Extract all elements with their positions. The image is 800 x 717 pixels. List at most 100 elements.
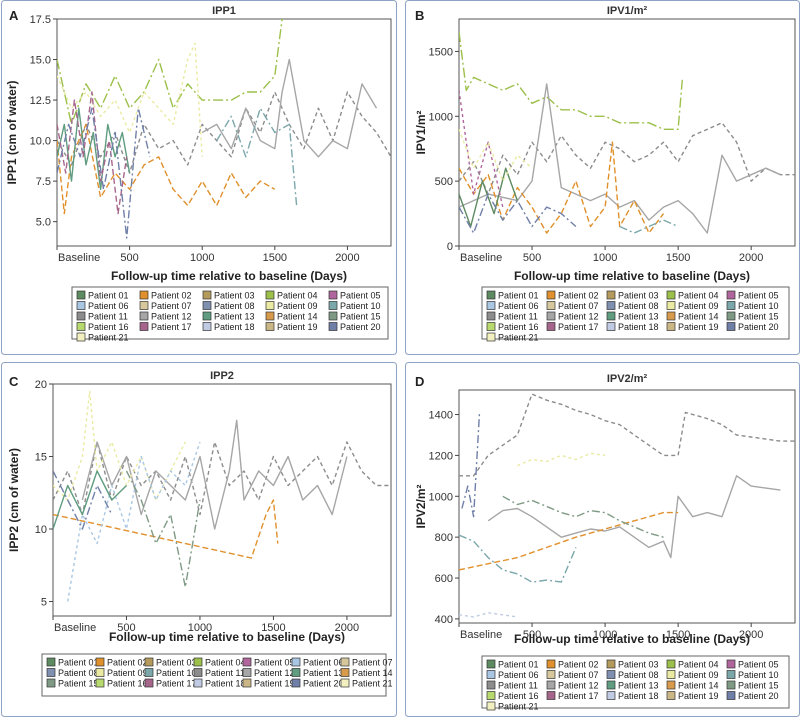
legend-swatch: [546, 290, 556, 300]
y-tick-label: 600: [435, 573, 453, 585]
x-tick-label: Baseline: [54, 622, 96, 634]
legend-label: Patient 16: [107, 679, 148, 689]
legend-label: Patient 18: [214, 322, 255, 332]
series-line-patient-09: [459, 129, 533, 182]
legend-swatch: [144, 657, 154, 667]
legend-swatch: [666, 691, 676, 700]
legend-swatch: [46, 678, 56, 688]
panel-letter: B: [415, 8, 424, 23]
legend-label: Patient 09: [277, 301, 318, 311]
legend-swatch: [486, 290, 496, 300]
legend-swatch: [328, 290, 338, 300]
x-tick-label: 1500: [666, 252, 690, 264]
series-line-patient-20: [459, 193, 577, 234]
legend-label: Patient 04: [277, 291, 318, 301]
legend-label: Patient 03: [156, 658, 197, 668]
y-tick-label: 12.5: [30, 95, 51, 107]
series-line-patient-04: [57, 19, 283, 126]
legend-swatch: [291, 668, 301, 677]
legend-label: Patient 06: [498, 670, 539, 680]
legend-label: Patient 12: [151, 312, 192, 322]
legend-label: Patient 07: [151, 301, 192, 311]
legend-swatch: [486, 701, 496, 711]
x-tick-label: 2000: [335, 622, 359, 634]
y-axis-label: IPV1/m²: [414, 110, 428, 154]
x-tick-label: 2000: [335, 252, 359, 264]
legend-swatch: [546, 670, 556, 679]
legend-swatch: [202, 311, 212, 321]
legend-label: Patient 12: [254, 668, 295, 678]
legend-swatch: [486, 311, 496, 321]
legend-label: Patient 10: [340, 301, 381, 311]
legend-swatch: [95, 668, 105, 677]
panel-letter: C: [9, 374, 19, 389]
legend-label: Patient 10: [738, 301, 779, 311]
legend-label: Patient 06: [88, 301, 129, 311]
legend-label: Patient 18: [618, 691, 659, 701]
legend-label: Patient 15: [340, 312, 381, 322]
legend-swatch: [546, 680, 556, 690]
x-axis-label: Follow-up time relative to baseline (Day…: [514, 269, 750, 283]
legend-label: Patient 21: [498, 702, 539, 712]
legend-swatch: [242, 657, 252, 667]
chart-title: IPV1/m²: [607, 5, 648, 17]
y-tick-label: 1400: [429, 410, 453, 422]
legend-label: Patient 04: [678, 291, 719, 301]
legend-swatch: [242, 678, 252, 688]
y-tick-label: 15.0: [30, 55, 51, 67]
legend-label: Patient 09: [107, 668, 148, 678]
legend-label: Patient 11: [498, 681, 538, 691]
legend-swatch: [726, 290, 736, 300]
legend-label: Patient 21: [498, 333, 539, 343]
y-axis-label: IPP2 (cm of water): [7, 448, 21, 552]
y-tick-label: 1000: [429, 491, 453, 503]
legend-swatch: [666, 301, 676, 310]
chart-panel-c: C IPP2 Baseline 500 1000 1500 2000 5 10 15 20 Follo…: [1, 362, 397, 717]
legend-label: Patient 02: [558, 291, 599, 301]
series-line-patient-02: [459, 141, 665, 234]
legend-label: Patient 21: [88, 333, 129, 343]
legend-label: Patient 21: [352, 679, 393, 689]
series-group: [459, 393, 795, 618]
legend-swatch: [606, 680, 616, 690]
legend-label: Patient 19: [277, 322, 318, 332]
legend-label: Patient 11: [205, 668, 245, 678]
series-line-patient-04: [459, 31, 684, 131]
legend-label: Patient 16: [498, 691, 539, 701]
legend-swatch: [666, 670, 676, 679]
legend-swatch: [242, 668, 252, 677]
series-line-patient-11: [459, 122, 795, 195]
y-tick-label: 7.5: [36, 176, 51, 188]
y-tick-label: 10.0: [30, 136, 51, 148]
legend-label: Patient 12: [558, 681, 599, 691]
y-tick-label: 1000: [429, 111, 453, 123]
series-line-patient-09: [57, 42, 203, 157]
y-tick-label: 5.0: [36, 217, 51, 229]
legend-swatch: [340, 678, 350, 688]
legend-swatch: [486, 691, 496, 700]
legend-swatch: [193, 657, 203, 667]
series-line-patient-02: [57, 123, 276, 215]
legend-label: Patient 10: [738, 670, 779, 680]
legend-swatch: [726, 659, 736, 669]
x-tick-label: 1000: [190, 252, 214, 264]
x-tick-label: 1000: [188, 622, 212, 634]
series-line-patient-12: [459, 83, 781, 234]
plot-area: [458, 389, 796, 624]
x-tick-label: 1000: [593, 252, 617, 264]
legend-label: Patient 11: [498, 312, 538, 322]
legend-label: Patient 08: [214, 301, 255, 311]
x-axis-label: Follow-up time relative to baseline (Day…: [111, 269, 347, 283]
legend-swatch: [726, 691, 736, 700]
y-axis-label: IPV2/m²: [414, 484, 428, 528]
legend-label: Patient 20: [738, 322, 779, 332]
legend-label: Patient 06: [498, 301, 539, 311]
series-line-patient-15: [125, 470, 201, 588]
legend-label: Patient 13: [214, 312, 255, 322]
legend-label: Patient 17: [151, 322, 192, 332]
legend-swatch: [291, 678, 301, 688]
series-line-patient-11: [57, 91, 391, 174]
series-line-patient-12: [201, 58, 378, 158]
series-line-patient-18: [459, 612, 518, 618]
